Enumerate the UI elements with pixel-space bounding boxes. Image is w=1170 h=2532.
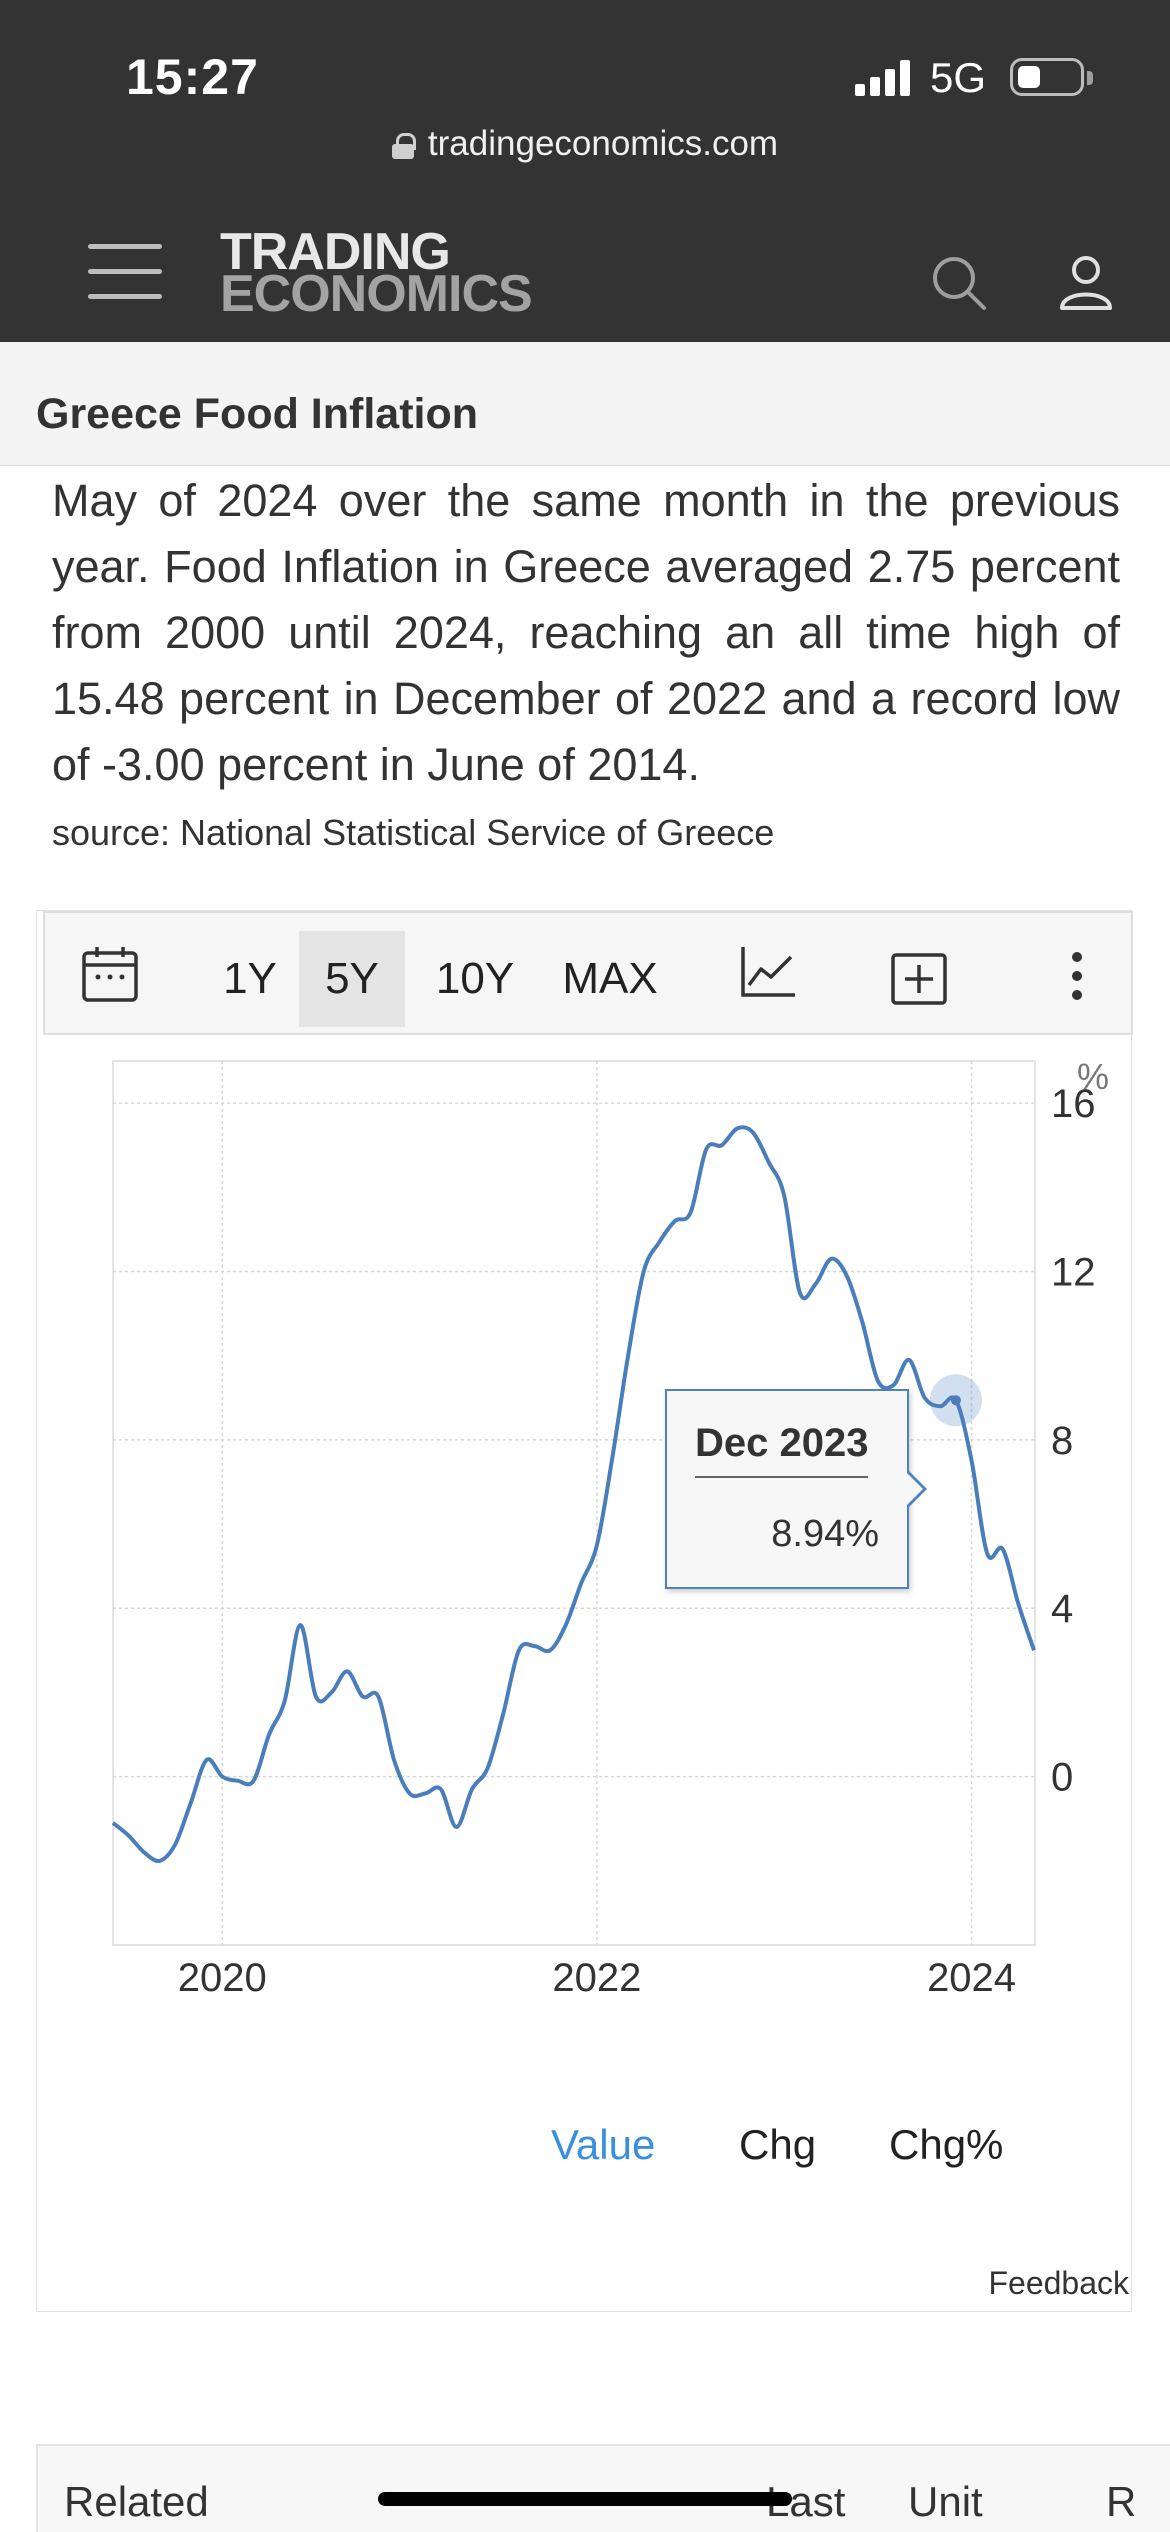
line-chart-icon[interactable]: [739, 945, 797, 999]
y-tick-label: 16: [1051, 1082, 1096, 1126]
x-tick-label: 2020: [178, 1956, 267, 2000]
page-title: Greece Food Inflation: [36, 390, 478, 438]
url-text: tradingeconomics.com: [427, 124, 779, 163]
search-icon[interactable]: [930, 254, 988, 312]
chart-card: 1Y 5Y 10Y MAX 16 12 8 4 0% 2020 2022 2024 Dec 2…: [36, 910, 1133, 2312]
logo-line-2: ECONOMICS: [220, 265, 533, 323]
x-tick-label: 2024: [927, 1956, 1016, 2000]
feedback-link[interactable]: Feedback: [988, 2265, 1129, 2301]
battery-icon: [1010, 58, 1093, 96]
range-max-button[interactable]: MAX: [562, 954, 658, 1003]
title-bar: Greece Food Inflation: [0, 342, 1170, 466]
cell-signal-icon: [855, 60, 915, 96]
chart-tooltip: Dec 2023 8.94%: [665, 1389, 927, 1589]
tooltip-date: Dec 2023: [695, 1421, 869, 1478]
chart-toolbar: 1Y 5Y 10Y MAX: [43, 911, 1133, 1035]
source-text: source: National Statistical Service of …: [52, 812, 775, 853]
range-5y-button[interactable]: 5Y: [299, 931, 405, 1027]
series-line: [111, 1125, 1036, 1864]
highlighted-point: [950, 1395, 961, 1406]
description-text: May of 2024 over the same month in the p…: [52, 475, 1120, 790]
y-tick-label: 4: [1051, 1587, 1073, 1631]
range-1y-button[interactable]: 1Y: [223, 954, 277, 1003]
more-options-icon[interactable]: [1071, 951, 1083, 1001]
y-tick-label: 0: [1051, 1756, 1073, 1800]
chg-percent-tab[interactable]: Chg%: [889, 2121, 1004, 2168]
related-col-r: R: [1106, 2478, 1137, 2525]
tooltip-value: 8.94%: [771, 1513, 879, 1555]
y-unit-label: %: [1077, 1056, 1109, 1097]
user-icon[interactable]: [1058, 252, 1114, 312]
lock-icon: [391, 133, 416, 159]
top-bar: 15:27 5G tradingeconomics.com TRADING EC…: [0, 0, 1170, 342]
range-10y-button[interactable]: 10Y: [435, 954, 515, 1003]
inflation-line-chart: 16 12 8 4 0% 2020 2022 2024: [111, 1056, 1109, 2000]
hamburger-menu-icon[interactable]: [88, 244, 162, 300]
related-col-related: Related: [64, 2478, 209, 2525]
related-table-header: Related Last Unit R: [36, 2444, 1170, 2532]
related-col-unit: Unit: [908, 2478, 983, 2525]
y-tick-label: 12: [1051, 1250, 1096, 1294]
x-tick-label: 2022: [552, 1956, 641, 2000]
plot-frame: [112, 1060, 1036, 1946]
network-type: 5G: [930, 54, 987, 101]
logo-line-1: TRADING: [220, 223, 451, 281]
calendar-icon[interactable]: [81, 945, 139, 1003]
y-tick-label: 8: [1051, 1419, 1073, 1463]
value-tab[interactable]: Value: [551, 2121, 656, 2168]
chg-tab[interactable]: Chg: [739, 2121, 817, 2168]
add-indicator-icon[interactable]: [891, 953, 947, 1005]
site-logo[interactable]: TRADING ECONOMICS: [220, 223, 533, 323]
status-time: 15:27: [126, 49, 259, 105]
home-indicator: [378, 2492, 792, 2506]
address-bar[interactable]: tradingeconomics.com: [0, 124, 1170, 164]
